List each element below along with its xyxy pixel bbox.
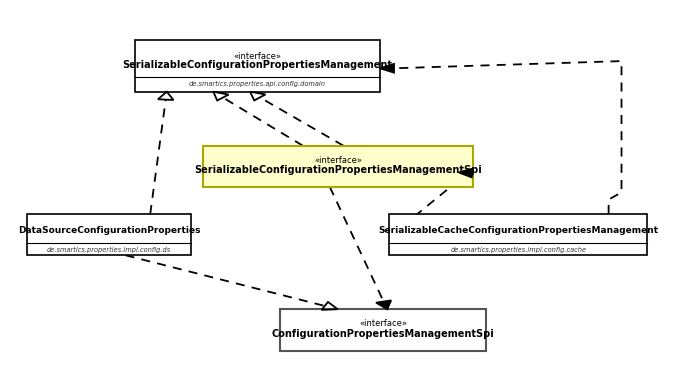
Text: de.smartics.properties.impl.config.ds: de.smartics.properties.impl.config.ds	[47, 247, 171, 253]
Text: SerializableConfigurationPropertiesManagementSpi: SerializableConfigurationPropertiesManag…	[194, 165, 482, 176]
Text: de.smartics.properties.api.config.domain: de.smartics.properties.api.config.domain	[189, 81, 326, 87]
FancyBboxPatch shape	[280, 309, 486, 350]
Text: «interface»: «interface»	[314, 155, 362, 165]
Text: «interface»: «interface»	[234, 52, 282, 61]
Text: DataSourceConfigurationProperties: DataSourceConfigurationProperties	[18, 226, 201, 235]
FancyBboxPatch shape	[135, 40, 380, 92]
Polygon shape	[376, 300, 391, 309]
FancyBboxPatch shape	[203, 146, 473, 187]
Text: SerializableCacheConfigurationPropertiesManagement: SerializableCacheConfigurationProperties…	[379, 226, 658, 235]
Polygon shape	[459, 168, 473, 177]
FancyBboxPatch shape	[27, 214, 191, 255]
Text: ConfigurationPropertiesManagementSpi: ConfigurationPropertiesManagementSpi	[271, 329, 495, 339]
Polygon shape	[380, 64, 394, 73]
Text: SerializableConfigurationPropertiesManagement: SerializableConfigurationPropertiesManag…	[122, 59, 392, 70]
Text: de.smartics.properties.impl.config.cache: de.smartics.properties.impl.config.cache	[450, 247, 587, 253]
Text: «interface»: «interface»	[359, 319, 407, 328]
FancyBboxPatch shape	[390, 214, 647, 255]
